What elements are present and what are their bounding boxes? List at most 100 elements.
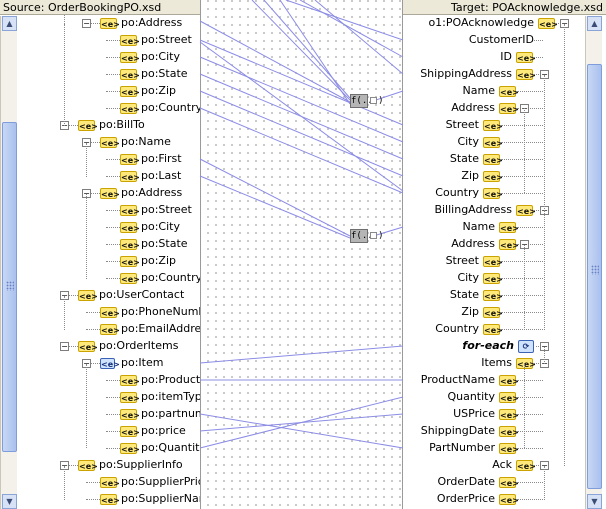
source-tree-row[interactable]: <e> po:Last bbox=[0, 168, 200, 184]
function-output-port[interactable] bbox=[370, 232, 377, 239]
scroll-down-arrow-icon[interactable]: ▼ bbox=[587, 494, 602, 509]
source-tree-row[interactable]: <e> po:EmailAddress bbox=[0, 321, 213, 337]
mapping-link[interactable] bbox=[199, 20, 351, 103]
element-icon: <e> bbox=[78, 290, 98, 301]
concat-function-icon[interactable]: f(...) bbox=[350, 229, 384, 243]
mapping-link[interactable] bbox=[199, 41, 404, 192]
target-tree-row[interactable]: Street <e> bbox=[403, 117, 606, 133]
function-output-port[interactable] bbox=[370, 97, 377, 104]
target-tree-row[interactable]: Country <e> bbox=[403, 185, 606, 201]
target-tree-row[interactable]: USPrice <e> bbox=[403, 406, 606, 422]
scroll-up-arrow-icon[interactable]: ▲ bbox=[587, 16, 602, 31]
source-tree-row[interactable]: <e> po:itemType bbox=[0, 389, 209, 405]
mapping-link[interactable] bbox=[263, 0, 351, 99]
mapping-canvas[interactable] bbox=[200, 0, 403, 509]
target-tree-row[interactable]: Street <e> bbox=[403, 253, 606, 269]
source-tree-row[interactable]: <e> po:Street bbox=[0, 202, 200, 218]
source-tree-row[interactable]: <e> po:First bbox=[0, 151, 200, 167]
target-node-label: Street bbox=[445, 118, 479, 131]
collapse-toggle-icon[interactable]: − bbox=[82, 19, 91, 28]
tree-connector bbox=[501, 261, 543, 262]
target-tree-row[interactable]: ProductName <e> bbox=[403, 372, 606, 388]
source-tree-row[interactable]: − <e> po:UserContact bbox=[0, 287, 200, 303]
mapping-link[interactable] bbox=[199, 107, 404, 194]
mapping-link[interactable] bbox=[199, 413, 404, 449]
target-tree-row[interactable]: CustomerID bbox=[403, 32, 606, 48]
mapping-link[interactable] bbox=[199, 175, 351, 239]
source-tree-row[interactable]: <e> po:City bbox=[0, 49, 200, 65]
target-tree-row[interactable]: Address <e> − bbox=[403, 236, 606, 252]
mapping-link[interactable] bbox=[199, 345, 404, 364]
source-scrollbar[interactable]: ▲ ▼ bbox=[0, 16, 17, 509]
source-tree-row[interactable]: <e> po:SupplierName bbox=[0, 491, 216, 507]
concat-function-icon[interactable]: f(...) bbox=[350, 94, 384, 108]
target-tree-row[interactable]: Name <e> bbox=[403, 219, 606, 235]
source-tree-row[interactable]: − <e> po:Address bbox=[0, 15, 200, 31]
element-icon: <e> bbox=[499, 494, 519, 505]
source-tree-pane[interactable]: − <e> po:Address <e> po:Street <e> po:City <e> p… bbox=[0, 0, 216, 509]
target-tree-row[interactable]: Quantity <e> bbox=[403, 389, 606, 405]
grip-icon bbox=[6, 281, 14, 291]
target-tree-row[interactable]: Zip <e> bbox=[403, 168, 606, 184]
target-tree-row[interactable]: City <e> bbox=[403, 134, 606, 150]
target-tree-row[interactable]: for-each ⟳ − bbox=[403, 338, 606, 354]
source-tree-row[interactable]: <e> po:Zip bbox=[0, 83, 200, 99]
tree-connector bbox=[106, 210, 120, 211]
source-tree-row[interactable]: <e> po:ProductN bbox=[0, 372, 208, 388]
mapping-link[interactable] bbox=[251, 0, 351, 101]
source-tree-row[interactable]: <e> po:State bbox=[0, 236, 200, 252]
target-tree-row[interactable]: ShippingAddress <e> − bbox=[403, 66, 606, 82]
source-tree-row[interactable]: − <e> po:OrderItems bbox=[0, 338, 200, 354]
source-tree-row[interactable]: <e> po:State bbox=[0, 66, 200, 82]
source-node-label: po:price bbox=[141, 424, 186, 437]
source-tree-row[interactable]: <e> po:Quantity bbox=[0, 440, 206, 456]
mapping-link[interactable] bbox=[199, 90, 404, 177]
scroll-up-arrow-icon[interactable]: ▲ bbox=[2, 16, 17, 31]
source-tree-row[interactable]: <e> po:price bbox=[0, 423, 200, 439]
target-tree-row[interactable]: State <e> bbox=[403, 287, 606, 303]
source-tree-row[interactable]: <e> po:partnum bbox=[0, 406, 206, 422]
collapse-toggle-icon[interactable]: − bbox=[60, 342, 69, 351]
target-tree-row[interactable]: OrderDate <e> bbox=[403, 474, 606, 490]
source-tree-row[interactable]: <e> po:SupplierPrice bbox=[0, 474, 211, 490]
source-tree-row[interactable]: − <e> po:Item bbox=[0, 355, 200, 371]
target-tree-row[interactable]: ShippingDate <e> bbox=[403, 423, 606, 439]
source-scroll-thumb[interactable] bbox=[2, 122, 17, 452]
target-tree-row[interactable]: Ack <e> − bbox=[403, 457, 606, 473]
target-node-label: State bbox=[449, 152, 479, 165]
target-node-label: Name bbox=[462, 220, 495, 233]
target-scroll-thumb[interactable] bbox=[587, 64, 602, 489]
target-scrollbar[interactable]: ▲ ▼ bbox=[585, 16, 602, 509]
scroll-down-arrow-icon[interactable]: ▼ bbox=[2, 494, 17, 509]
target-tree-row[interactable]: OrderPrice <e> bbox=[403, 491, 606, 507]
target-tree-row[interactable]: o1:POAcknowledge <e> − bbox=[403, 15, 606, 31]
source-tree-row[interactable]: <e> po:Country bbox=[0, 100, 202, 116]
grip-icon bbox=[591, 265, 599, 275]
element-icon: <e> bbox=[78, 460, 98, 471]
source-tree-row[interactable]: <e> po:Country bbox=[0, 270, 202, 286]
mapping-link[interactable] bbox=[279, 0, 351, 105]
mapping-link[interactable] bbox=[199, 39, 404, 126]
target-tree-pane[interactable]: o1:POAcknowledge <e> − CustomerID ID <e> Shipp… bbox=[403, 0, 606, 509]
mapping-link[interactable] bbox=[299, 0, 404, 58]
target-tree-row[interactable]: Country <e> bbox=[403, 321, 606, 337]
mapping-link[interactable] bbox=[285, 0, 404, 41]
source-tree-row[interactable]: <e> po:Street bbox=[0, 32, 200, 48]
target-tree-row[interactable]: Name <e> bbox=[403, 83, 606, 99]
target-tree-row[interactable]: ID <e> bbox=[403, 49, 606, 65]
mapping-link[interactable] bbox=[314, 0, 404, 75]
source-tree-row[interactable]: <e> po:Zip bbox=[0, 253, 200, 269]
mapping-link[interactable] bbox=[199, 158, 351, 237]
target-tree-row[interactable]: Zip <e> bbox=[403, 304, 606, 320]
source-tree-row[interactable]: <e> po:City bbox=[0, 219, 200, 235]
mapping-link[interactable] bbox=[199, 396, 404, 449]
element-icon: <e> bbox=[483, 137, 503, 148]
tree-connector bbox=[64, 125, 78, 126]
target-tree-row[interactable]: State <e> bbox=[403, 151, 606, 167]
source-tree-row[interactable]: − <e> po:Name bbox=[0, 134, 200, 150]
target-tree-row[interactable]: City <e> bbox=[403, 270, 606, 286]
mapping-link[interactable] bbox=[199, 56, 404, 143]
target-tree-row[interactable]: PartNumber <e> bbox=[403, 440, 606, 456]
element-icon: <e> bbox=[516, 460, 536, 471]
source-tree-row[interactable]: <e> po:PhoneNumbe bbox=[0, 304, 212, 320]
